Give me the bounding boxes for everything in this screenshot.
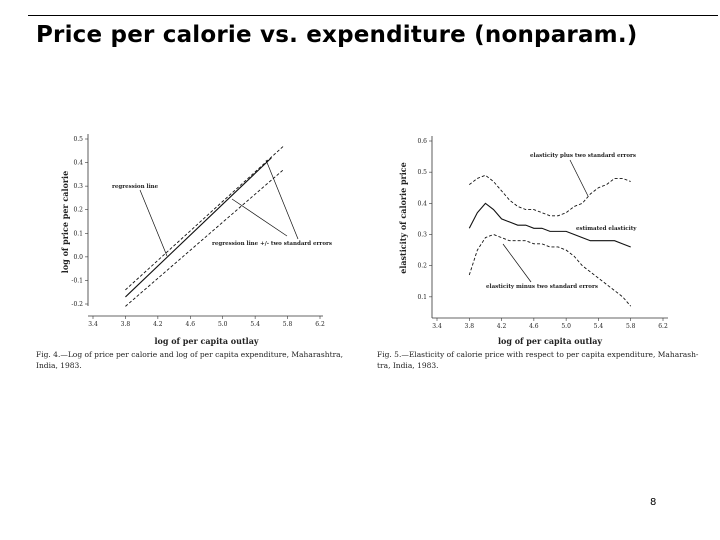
estimated-elasticity-line bbox=[468, 202, 631, 248]
x-tick-label: 4.6 bbox=[529, 323, 539, 330]
x-tick-label: 5.8 bbox=[283, 321, 293, 328]
slide-number: 8 bbox=[650, 497, 657, 508]
y-tick-label: 0.5 bbox=[417, 169, 427, 176]
y-tick-label: 0.4 bbox=[417, 200, 427, 207]
annotation-arrow bbox=[231, 198, 288, 237]
y-axis-title: log of price per calorie bbox=[60, 171, 70, 273]
confidence-band-line bbox=[125, 169, 284, 307]
elasticity-minus-two-se-line bbox=[468, 234, 632, 307]
chart-fig4: -0.2 -0.1 0.0 0.1 0.2 0.3 0.4 0.5 3.4 3.8 4.2 4.6 5.… bbox=[36, 134, 343, 370]
x-tick-label: 3.8 bbox=[121, 321, 131, 328]
chart-fig5: 0.1 0.2 0.3 0.4 0.5 0.6 3.4 3.8 4.2 4.6 5.0 5.4 5.8 6… bbox=[377, 136, 699, 370]
annotation-plus-se: elasticity plus two standard errors bbox=[530, 153, 636, 159]
x-tick-label: 5.0 bbox=[218, 321, 228, 328]
x-tick-label: 4.2 bbox=[497, 323, 507, 330]
figure-caption-line: tra, India, 1983. bbox=[377, 361, 439, 370]
annotation-regression-line: regression line bbox=[112, 184, 159, 190]
y-tick-label: 0.4 bbox=[73, 160, 83, 167]
y-tick-label: 0.5 bbox=[73, 136, 83, 143]
y-axis-title: elasticity of calorie price bbox=[398, 162, 408, 274]
figure-caption-line: India, 1983. bbox=[36, 361, 82, 370]
slide-title: Price per calorie vs. expenditure (nonpa… bbox=[36, 22, 638, 48]
annotation-estimated: estimated elasticity bbox=[576, 226, 637, 232]
y-tick-label: 0.0 bbox=[73, 254, 83, 261]
x-axis-title: log of per capita outlay bbox=[154, 336, 258, 346]
regression-line bbox=[125, 157, 272, 298]
annotation-arrow bbox=[265, 159, 299, 240]
x-tick-label: 5.4 bbox=[594, 323, 604, 330]
y-tick-label: 0.1 bbox=[73, 230, 83, 237]
annotation-arrow bbox=[139, 189, 168, 257]
y-tick-label: -0.1 bbox=[71, 277, 83, 284]
annotation-minus-se: elasticity minus two standard errors bbox=[486, 284, 598, 290]
x-tick-label: 5.8 bbox=[626, 323, 636, 330]
annotation-arrow bbox=[502, 243, 532, 283]
figure-caption-line: Fig. 4.—Log of price per calorie and log… bbox=[36, 350, 343, 359]
x-tick-label: 5.0 bbox=[561, 323, 571, 330]
y-tick-label: -0.2 bbox=[71, 301, 83, 308]
y-tick-label: 0.2 bbox=[73, 207, 83, 214]
figure-caption-line: Fig. 5.—Elasticity of calorie price with… bbox=[377, 350, 699, 359]
x-tick-label: 3.8 bbox=[465, 323, 475, 330]
x-tick-label: 4.6 bbox=[186, 321, 196, 328]
x-tick-label: 6.2 bbox=[658, 323, 668, 330]
x-tick-label: 4.2 bbox=[153, 321, 163, 328]
y-tick-label: 0.1 bbox=[417, 294, 427, 301]
y-tick-label: 0.2 bbox=[417, 263, 427, 270]
y-tick-label: 0.3 bbox=[417, 232, 427, 239]
x-axis-title: log of per capita outlay bbox=[498, 336, 602, 346]
x-tick-label: 5.4 bbox=[250, 321, 260, 328]
top-rule bbox=[28, 15, 718, 16]
annotation-arrow bbox=[569, 159, 589, 197]
elasticity-plus-two-se-line bbox=[469, 174, 631, 217]
confidence-band-line bbox=[125, 145, 284, 291]
x-tick-label: 6.2 bbox=[315, 321, 325, 328]
annotation-standard-errors: regression line +/- two standard errors bbox=[212, 241, 332, 247]
y-tick-label: 0.6 bbox=[417, 138, 427, 145]
x-tick-label: 3.4 bbox=[88, 321, 98, 328]
x-tick-label: 3.4 bbox=[432, 323, 442, 330]
y-tick-label: 0.3 bbox=[73, 183, 83, 190]
